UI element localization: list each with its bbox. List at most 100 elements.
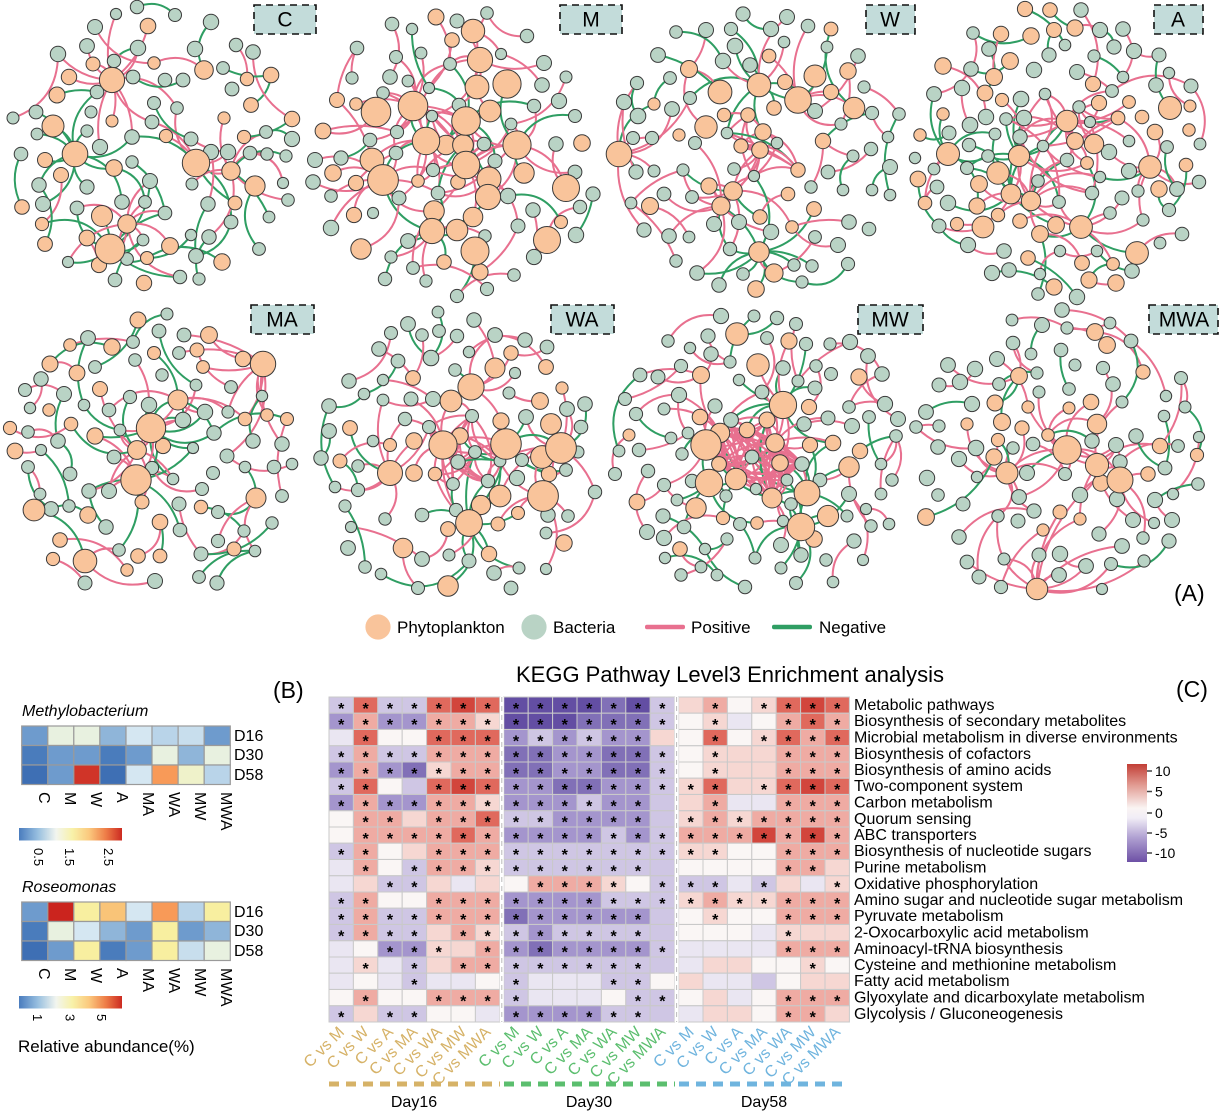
svg-text:*: * [513,717,520,734]
svg-text:Pyruvate metabolism: Pyruvate metabolism [854,908,1003,925]
svg-text:*: * [659,717,666,734]
svg-text:*: * [460,766,467,783]
svg-text:*: * [635,717,642,734]
svg-text:*: * [562,717,569,734]
svg-text:*: * [460,912,467,929]
svg-text:1.5: 1.5 [62,848,77,866]
svg-text:*: * [610,912,617,929]
svg-text:*: * [712,880,719,897]
svg-text:*: * [834,750,841,767]
svg-text:*: * [484,766,491,783]
svg-text:*: * [338,1010,345,1027]
svg-text:*: * [338,750,345,767]
svg-text:C: C [35,968,52,980]
svg-text:MWA: MWA [217,968,234,1007]
svg-text:*: * [436,815,443,832]
svg-text:*: * [586,798,593,815]
svg-text:Fatty acid metabolism: Fatty acid metabolism [854,973,1010,990]
svg-text:*: * [712,750,719,767]
svg-text:Day30: Day30 [566,1094,612,1111]
svg-text:*: * [688,847,695,864]
svg-text:Day58: Day58 [741,1094,787,1111]
svg-text:*: * [712,831,719,848]
svg-text:*: * [537,766,544,783]
svg-text:*: * [610,782,617,799]
svg-text:*: * [688,782,695,799]
svg-text:*: * [659,993,666,1010]
svg-text:*: * [712,717,719,734]
svg-text:-10: -10 [1155,845,1175,861]
svg-text:*: * [586,912,593,929]
svg-text:*: * [586,750,593,767]
svg-text:*: * [436,750,443,767]
svg-text:Microbial metabolism in divers: Microbial metabolism in diverse environm… [854,730,1178,747]
svg-text:*: * [338,766,345,783]
svg-text:*: * [834,798,841,815]
svg-text:*: * [537,1010,544,1027]
svg-text:*: * [659,945,666,962]
svg-text:MA: MA [266,309,298,332]
svg-text:*: * [537,912,544,929]
svg-text:*: * [411,831,418,848]
svg-text:*: * [610,831,617,848]
svg-text:D16: D16 [234,728,263,745]
svg-text:*: * [338,782,345,799]
svg-text:*: * [810,750,817,767]
svg-text:*: * [513,782,520,799]
svg-text:*: * [712,798,719,815]
svg-text:*: * [362,750,369,767]
svg-text:*: * [484,717,491,734]
svg-text:*: * [712,766,719,783]
svg-text:*: * [785,733,792,750]
svg-text:*: * [562,815,569,832]
svg-text:*: * [834,701,841,718]
svg-text:Biosynthesis of nucleotide sug: Biosynthesis of nucleotide sugars [854,843,1091,860]
svg-text:Relative abundance(%): Relative abundance(%) [18,1037,195,1056]
svg-text:*: * [362,896,369,913]
svg-text:*: * [586,847,593,864]
svg-text:*: * [411,961,418,978]
svg-text:*: * [387,750,394,767]
svg-text:*: * [736,815,743,832]
svg-text:*: * [635,863,642,880]
svg-text:*: * [635,993,642,1010]
svg-text:*: * [810,1010,817,1027]
svg-text:*: * [562,733,569,750]
svg-text:*: * [513,733,520,750]
svg-text:*: * [562,863,569,880]
svg-text:*: * [411,1010,418,1027]
svg-text:*: * [785,847,792,864]
svg-text:Purine metabolism: Purine metabolism [854,860,987,877]
svg-text:*: * [387,717,394,734]
svg-text:*: * [537,798,544,815]
svg-text:*: * [761,815,768,832]
svg-text:*: * [562,701,569,718]
svg-text:*: * [635,782,642,799]
svg-text:*: * [362,912,369,929]
svg-text:*: * [610,1010,617,1027]
svg-text:Positive: Positive [691,618,751,637]
svg-text:*: * [484,750,491,767]
svg-text:*: * [436,733,443,750]
svg-text:*: * [460,993,467,1010]
svg-text:*: * [537,717,544,734]
svg-text:*: * [610,863,617,880]
svg-text:*: * [688,896,695,913]
svg-text:*: * [785,750,792,767]
svg-text:*: * [834,782,841,799]
svg-text:*: * [810,912,817,929]
svg-text:*: * [736,831,743,848]
svg-text:*: * [411,945,418,962]
svg-text:*: * [436,798,443,815]
svg-text:*: * [484,863,491,880]
svg-text:*: * [411,977,418,994]
svg-text:*: * [586,717,593,734]
svg-text:*: * [562,912,569,929]
svg-text:2-Oxocarboxylic acid metabolis: 2-Oxocarboxylic acid metabolism [854,925,1089,942]
svg-text:KEGG Pathway Level3 Enrichment: KEGG Pathway Level3 Enrichment analysis [516,662,944,687]
svg-text:*: * [761,880,768,897]
svg-text:*: * [562,961,569,978]
svg-text:*: * [460,701,467,718]
svg-text:WA: WA [565,309,598,332]
svg-text:*: * [736,896,743,913]
